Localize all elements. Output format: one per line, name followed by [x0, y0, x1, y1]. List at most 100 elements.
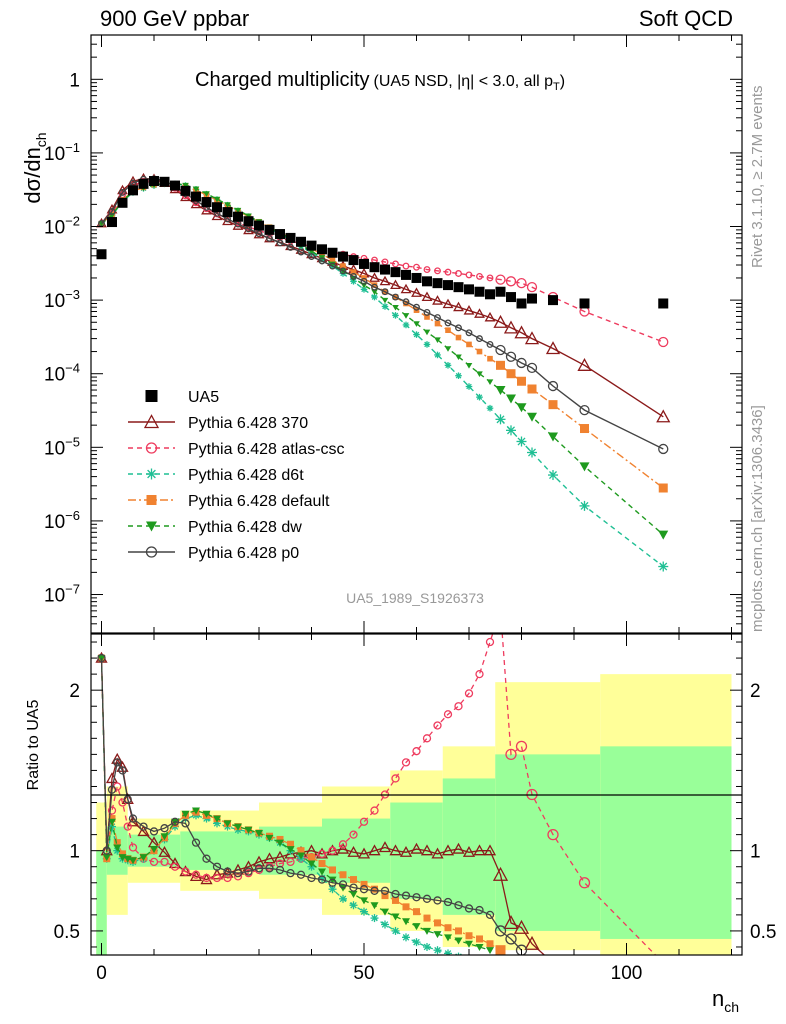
ratio-marker-dw [360, 897, 368, 905]
main-y-axis-label-sub: ch [33, 132, 49, 147]
ratio-marker-default [495, 945, 506, 955]
series-marker-p370 [484, 311, 496, 322]
data-point-ua5 [254, 220, 264, 231]
series-marker-d6t-stroke [455, 372, 462, 379]
ratio-marker-p370 [221, 866, 234, 878]
y-tick-label: 10−1 [44, 140, 80, 165]
ratio-marker-d6t-stroke [445, 950, 452, 955]
ratio-marker-atlas [202, 873, 211, 883]
ratio-marker-default [350, 876, 357, 884]
ratio-marker-atlas [464, 689, 474, 698]
series-marker-p370 [577, 357, 592, 371]
series-marker-d6t [506, 425, 516, 436]
ratio-marker-dw [113, 844, 122, 852]
series-marker-p0 [455, 324, 462, 332]
data-point-ua5 [390, 267, 401, 278]
ratio-marker-p370 [210, 868, 224, 880]
ratio-marker-default [297, 847, 305, 855]
ratio-marker-p0 [401, 891, 411, 900]
ratio-marker-atlas [547, 828, 559, 841]
data-point-ua5 [422, 276, 432, 287]
series-marker-default [580, 424, 589, 434]
y-tick-label-base: 10 [44, 144, 65, 165]
ratio-marker-dw [318, 868, 326, 876]
category-label: Soft QCD [639, 6, 733, 31]
ratio-marker-d6t-stroke [466, 957, 472, 963]
series-marker-default [548, 400, 558, 410]
series-marker-p0 [287, 243, 294, 251]
series-marker-d6t-stroke [580, 501, 589, 510]
ratio-marker-p0 [118, 766, 127, 775]
legend-marker-d6t [146, 468, 157, 480]
ratio-marker-p370 [357, 847, 371, 859]
ratio-marker-default [486, 940, 494, 948]
series-marker-d6t [548, 470, 558, 481]
ratio-marker-dw [307, 860, 316, 868]
ratio-line-d6t [100, 658, 456, 955]
ratio-marker-atlas [475, 669, 484, 679]
series-marker-d6t-stroke [445, 362, 451, 369]
ratio-marker-d6t-stroke [329, 885, 336, 893]
ratio-marker-dw [223, 820, 232, 828]
ratio-marker-p370 [200, 873, 213, 885]
ratio-marker-atlas [286, 857, 295, 867]
ratio-marker-p370 [389, 844, 402, 856]
series-marker-default [527, 384, 537, 394]
x-axis-label: nch [712, 986, 739, 1015]
ratio-marker-dw [276, 839, 284, 847]
series-marker-atlas [423, 266, 431, 274]
series-marker-dw [434, 337, 441, 343]
ratio-marker-d6t-stroke [350, 901, 357, 909]
energy-label: 900 GeV ppbar [100, 6, 249, 31]
ratio-marker-d6t [486, 962, 494, 970]
ratio-marker-d6t-stroke [423, 943, 431, 951]
data-point-ua5 [359, 258, 369, 269]
series-marker-dw [371, 289, 378, 296]
y-tick-label-exp: −1 [65, 140, 80, 155]
data-point-ua5 [212, 202, 222, 213]
data-point-ua5 [548, 295, 558, 306]
series-marker-d6t-stroke [476, 394, 483, 400]
data-point-ua5 [243, 216, 254, 227]
series-marker-dw [465, 363, 473, 369]
series-marker-d6t-stroke [424, 341, 430, 348]
series-marker-d6t [423, 341, 431, 348]
series-marker-p370 [421, 291, 433, 302]
y-tick-label: 10−2 [44, 214, 80, 239]
ratio-marker-dw [213, 815, 221, 823]
series-marker-p0 [465, 329, 473, 337]
ratio-marker-dw [286, 846, 295, 854]
ratio-marker-p0 [181, 819, 190, 828]
y-tick-label-exp: −3 [65, 287, 80, 302]
ratio-marker-p0 [296, 870, 306, 879]
ratio-marker-dw [202, 810, 211, 818]
series-marker-p0 [413, 303, 420, 311]
y-tick-label-base: 10 [44, 218, 65, 239]
ratio-marker-d6t-stroke [466, 957, 472, 963]
ratio-marker-dw [370, 902, 379, 910]
ratio-marker-default [434, 919, 441, 927]
main-y-axis-label: dσ/dnch [20, 132, 49, 203]
ratio-marker-d6t [349, 901, 358, 910]
series-marker-default [517, 376, 526, 386]
series-marker-d6t-stroke [434, 352, 441, 358]
data-point-ua5 [579, 298, 590, 309]
series-marker-default [371, 282, 378, 288]
series-marker-default [445, 327, 451, 334]
ratio-marker-default [119, 850, 126, 858]
series-marker-p370 [390, 279, 401, 290]
ratio-marker-p370 [462, 845, 476, 857]
series-marker-p370 [379, 275, 391, 286]
ratio-marker-d6t [455, 952, 462, 955]
ratio-marker-dw [402, 918, 410, 926]
series-marker-p370 [369, 272, 380, 282]
series-marker-dw [402, 313, 410, 319]
series-marker-d6t [476, 393, 483, 401]
data-point-ua5 [180, 185, 191, 196]
ratio-y-tick-label-left: 2 [69, 681, 80, 702]
ratio-marker-d6t-stroke [477, 960, 483, 966]
series-marker-p370 [503, 320, 519, 334]
ratio-marker-p370 [524, 935, 540, 950]
ratio-marker-atlas [181, 867, 190, 876]
